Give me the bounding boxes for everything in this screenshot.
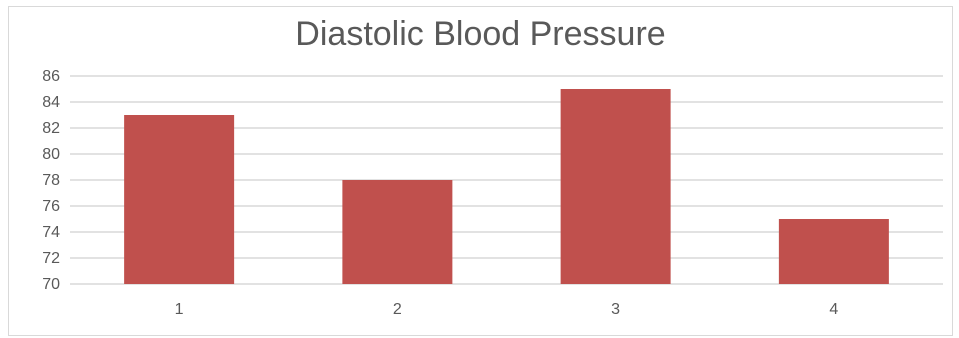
- y-tick-label: 86: [42, 68, 60, 85]
- y-tick-label: 78: [42, 172, 60, 189]
- y-tick-label: 82: [42, 120, 60, 137]
- bar: [778, 219, 889, 284]
- x-tick-label: 3: [611, 301, 620, 318]
- y-tick-label: 72: [42, 250, 60, 267]
- x-tick-label: 1: [175, 301, 184, 318]
- y-tick-label: 84: [42, 94, 60, 111]
- bar: [124, 115, 235, 284]
- y-tick-label: 70: [42, 276, 60, 293]
- bar: [342, 180, 453, 284]
- y-tick-label: 74: [42, 224, 60, 241]
- x-tick-label: 4: [829, 301, 838, 318]
- bar: [560, 89, 671, 284]
- chart-title: Diastolic Blood Pressure: [295, 15, 666, 53]
- y-tick-label: 76: [42, 198, 60, 215]
- y-tick-label: 80: [42, 146, 60, 163]
- x-tick-label: 2: [393, 301, 402, 318]
